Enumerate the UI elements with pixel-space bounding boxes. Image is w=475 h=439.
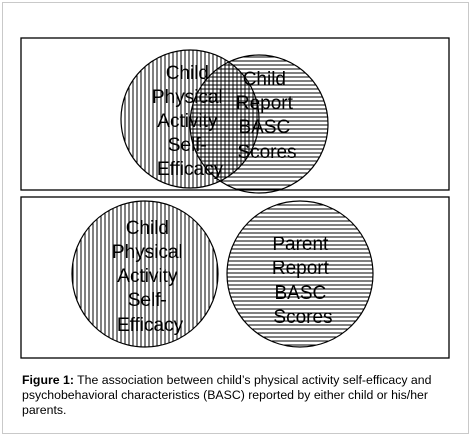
panel-2-label-self-efficacy: Child Physical Activity Self- Efficacy	[112, 218, 188, 336]
panel-2-circle-self-efficacy	[71, 200, 219, 348]
panel-1: Child Physical Activity Self- Efficacy C…	[120, 49, 329, 194]
panel-2: Child Physical Activity Self- Efficacy P…	[71, 200, 374, 348]
panel-1-circle-child-basc	[189, 54, 329, 194]
figure-frame	[2, 2, 469, 434]
caption-label: Figure 1:	[22, 373, 74, 387]
caption-text: The association between child’s physical…	[22, 373, 432, 417]
panel-1-label-child-basc: Child Report BASC Scores	[236, 69, 298, 163]
figure-caption: Figure 1: The association between child’…	[22, 373, 452, 418]
panel-2-label-parent-basc: Parent Report BASC Scores	[272, 234, 334, 328]
panel-2-circle-parent-basc	[226, 200, 374, 348]
panel-1-label-self-efficacy: Child Physical Activity Self- Efficacy	[152, 63, 228, 180]
